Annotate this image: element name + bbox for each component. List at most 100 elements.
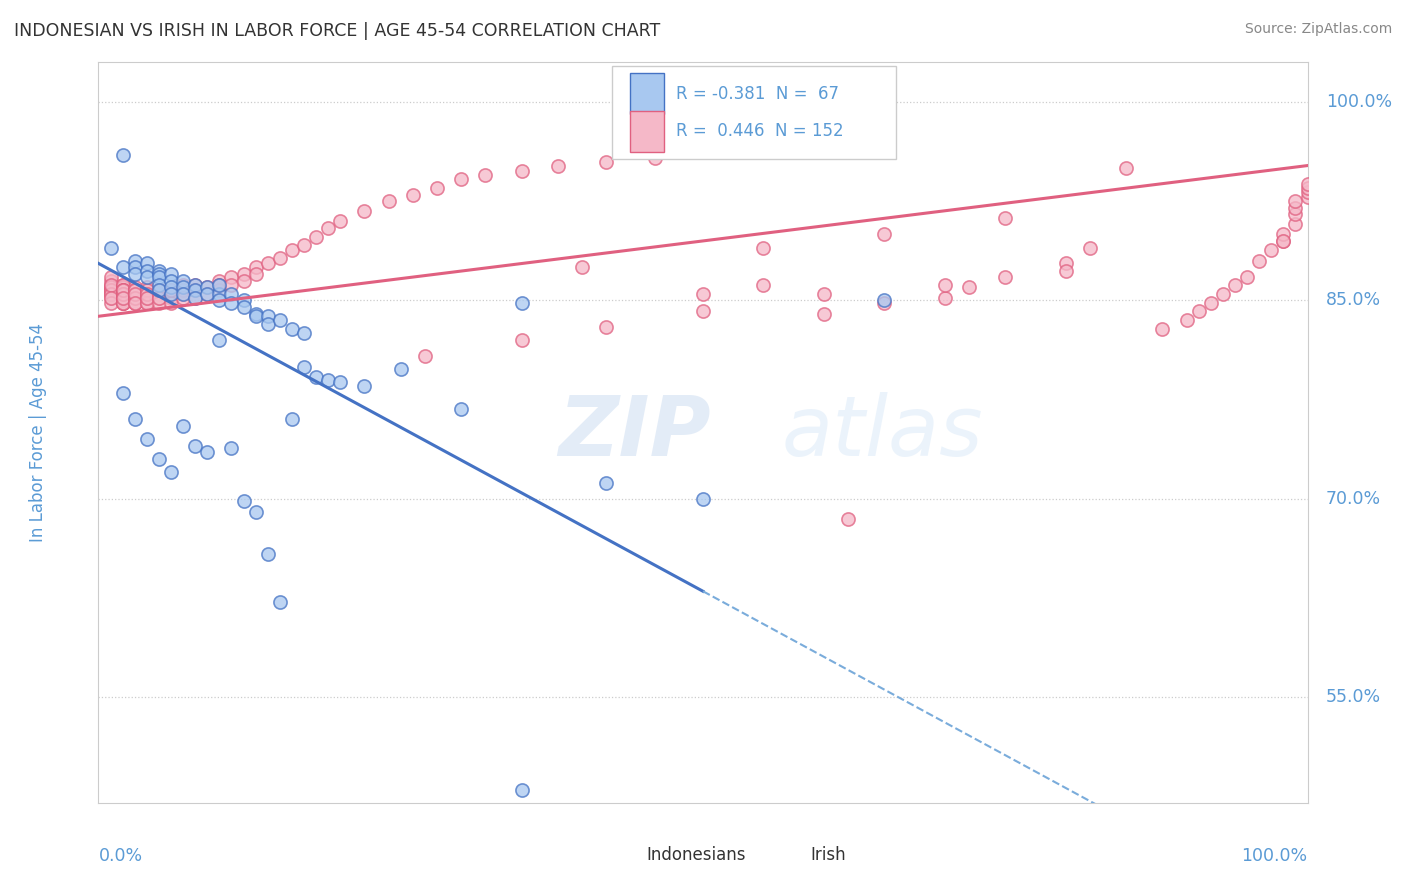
Point <box>124 283 146 297</box>
Point <box>160 267 183 281</box>
Point <box>135 286 157 301</box>
Point <box>1272 234 1295 248</box>
Point <box>111 283 134 297</box>
Point <box>1284 217 1306 231</box>
Point <box>269 251 291 265</box>
Point <box>160 280 183 294</box>
Point <box>232 494 254 508</box>
Point <box>100 269 122 284</box>
Point <box>474 168 496 182</box>
Point <box>1296 185 1319 199</box>
Point <box>100 291 122 305</box>
Point <box>1272 234 1295 248</box>
Point <box>329 376 352 390</box>
Point <box>450 171 472 186</box>
Point <box>135 264 157 278</box>
Point <box>148 269 170 284</box>
Point <box>184 291 207 305</box>
Point <box>184 283 207 297</box>
Point <box>221 286 243 301</box>
Point <box>100 277 122 292</box>
Text: In Labor Force | Age 45-54: In Labor Force | Age 45-54 <box>30 323 46 542</box>
FancyBboxPatch shape <box>613 66 897 159</box>
Point <box>595 154 617 169</box>
Point <box>232 267 254 281</box>
Text: R = -0.381  N =  67: R = -0.381 N = 67 <box>676 85 839 103</box>
Point <box>245 310 267 324</box>
Point <box>111 283 134 297</box>
Point <box>160 465 183 479</box>
Point <box>873 296 896 310</box>
Point <box>426 181 449 195</box>
Point <box>1296 177 1319 191</box>
Point <box>111 286 134 301</box>
Point <box>450 401 472 416</box>
Point <box>994 269 1017 284</box>
Point <box>377 194 399 209</box>
Point <box>111 296 134 310</box>
Text: 100.0%: 100.0% <box>1326 93 1392 112</box>
Text: atlas: atlas <box>782 392 983 473</box>
Point <box>100 286 122 301</box>
Point <box>124 283 146 297</box>
Point <box>644 151 666 165</box>
Point <box>111 296 134 310</box>
Point <box>692 304 714 318</box>
Point <box>135 296 157 310</box>
Point <box>873 293 896 308</box>
Point <box>208 277 231 292</box>
Point <box>160 296 183 310</box>
Point <box>172 283 194 297</box>
Point <box>184 291 207 305</box>
Point <box>195 286 218 301</box>
Point <box>111 296 134 310</box>
Point <box>124 260 146 275</box>
Point <box>111 286 134 301</box>
Point <box>124 286 146 301</box>
Point <box>1249 253 1271 268</box>
Point <box>389 362 412 376</box>
Point <box>1054 264 1077 278</box>
Point <box>111 277 134 292</box>
Point <box>221 296 243 310</box>
Point <box>256 310 278 324</box>
Point <box>1236 269 1258 284</box>
Point <box>124 296 146 310</box>
Point <box>111 286 134 301</box>
Point <box>195 280 218 294</box>
Text: ZIP: ZIP <box>558 392 710 473</box>
Point <box>124 253 146 268</box>
Point <box>135 291 157 305</box>
Point <box>148 283 170 297</box>
Point <box>124 291 146 305</box>
Point <box>148 291 170 305</box>
Point <box>595 319 617 334</box>
Point <box>160 283 183 297</box>
Point <box>208 286 231 301</box>
Point <box>111 283 134 297</box>
Point <box>111 291 134 305</box>
Point <box>292 359 315 374</box>
Point <box>124 296 146 310</box>
Text: Source: ZipAtlas.com: Source: ZipAtlas.com <box>1244 22 1392 37</box>
Point <box>692 491 714 506</box>
Point <box>100 286 122 301</box>
Point <box>100 283 122 297</box>
Point <box>148 286 170 301</box>
Point <box>195 445 218 459</box>
Point <box>208 293 231 308</box>
Point <box>184 283 207 297</box>
Point <box>1152 322 1174 336</box>
Point <box>148 277 170 292</box>
Point <box>148 267 170 281</box>
Text: INDONESIAN VS IRISH IN LABOR FORCE | AGE 45-54 CORRELATION CHART: INDONESIAN VS IRISH IN LABOR FORCE | AGE… <box>14 22 661 40</box>
Point <box>124 296 146 310</box>
Point <box>111 260 134 275</box>
Point <box>135 296 157 310</box>
Point <box>100 274 122 288</box>
Text: 100.0%: 100.0% <box>1241 847 1308 865</box>
Point <box>111 291 134 305</box>
Point <box>135 291 157 305</box>
Point <box>1175 313 1198 327</box>
Point <box>111 286 134 301</box>
